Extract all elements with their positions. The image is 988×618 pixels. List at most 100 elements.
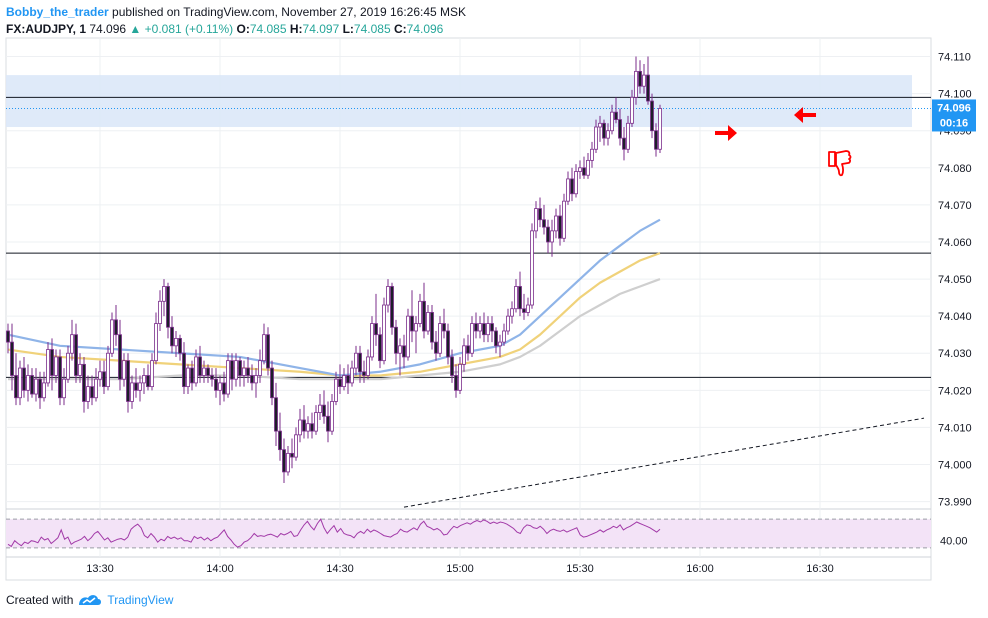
time-tick-label: 15:30 — [566, 563, 594, 575]
candle-body — [242, 367, 246, 376]
candle — [134, 368, 138, 398]
candle-body — [178, 338, 182, 354]
candle — [266, 327, 270, 376]
candle-body — [410, 315, 414, 332]
candle-body — [322, 404, 326, 417]
candle — [94, 368, 98, 402]
candle-body — [10, 341, 14, 376]
candle — [614, 97, 618, 124]
candle — [498, 334, 502, 357]
candle — [550, 219, 554, 257]
candle-body — [426, 312, 430, 332]
candle-body — [334, 378, 338, 402]
candle-body — [270, 367, 274, 399]
candle-body — [550, 230, 554, 243]
candle-body — [434, 341, 438, 354]
candle-body — [310, 423, 314, 432]
candle-body — [650, 100, 654, 132]
candle — [630, 89, 634, 128]
candle-body — [286, 452, 290, 473]
candle-body — [258, 360, 262, 376]
candle — [478, 316, 482, 339]
candle — [182, 342, 186, 395]
candle-body — [606, 130, 610, 139]
candle — [194, 349, 198, 387]
candle — [514, 279, 518, 313]
candle-body — [246, 367, 250, 376]
candle-body — [370, 323, 374, 358]
candle — [190, 360, 194, 391]
candle-body — [534, 208, 538, 232]
candle-body — [30, 375, 34, 395]
candle-body — [46, 349, 50, 384]
candle — [654, 123, 658, 157]
candle-body — [238, 360, 242, 376]
candle-body — [542, 219, 546, 228]
candle — [626, 115, 630, 153]
candle — [274, 382, 278, 446]
time-tick-label: 16:00 — [686, 563, 714, 575]
candle-body — [162, 286, 166, 302]
candle-body — [658, 108, 662, 150]
candle — [546, 219, 550, 254]
price-tick-label: 74.110 — [938, 52, 971, 64]
ma-mid-line — [7, 252, 661, 377]
candle-body — [298, 419, 302, 436]
candle — [594, 119, 598, 153]
candle — [342, 368, 346, 391]
candle — [202, 360, 206, 383]
candle — [362, 360, 366, 383]
candle-body — [58, 356, 62, 399]
candle — [378, 327, 382, 369]
candle — [610, 104, 614, 135]
candle — [34, 368, 38, 402]
candle-body — [54, 356, 58, 376]
candle-body — [154, 323, 158, 362]
trendline[interactable] — [403, 417, 925, 508]
candle-body — [486, 323, 490, 336]
price-tag-countdown: 00:16 — [940, 117, 968, 129]
candle-body — [430, 312, 434, 343]
candle — [422, 282, 426, 339]
candle — [346, 364, 350, 395]
candle — [442, 308, 446, 339]
candle — [430, 305, 434, 350]
price-axis[interactable]: 74.11074.10074.09074.08074.07074.06074.0… — [938, 52, 972, 548]
candle — [26, 364, 30, 402]
candle-body — [90, 386, 94, 399]
candle — [386, 279, 390, 313]
candle — [82, 356, 86, 413]
rsi-band — [6, 519, 931, 548]
candle — [58, 349, 62, 406]
candle — [118, 319, 122, 391]
candle-body — [142, 375, 146, 384]
candle-body — [278, 430, 282, 451]
candle-body — [190, 367, 194, 384]
candle — [354, 345, 358, 376]
candle — [590, 141, 594, 168]
candle-body — [78, 363, 82, 376]
candle-body — [266, 334, 270, 369]
time-axis[interactable]: 13:30 14:00 14:30 15:00 15:30 16:00 16:30 — [86, 563, 834, 575]
candle — [366, 349, 370, 380]
candle — [142, 368, 146, 395]
candle — [46, 342, 50, 387]
tradingview-brand[interactable]: TradingView — [107, 593, 174, 607]
price-tick-label: 74.040 — [938, 311, 972, 323]
candle-body — [530, 230, 534, 306]
candle — [406, 308, 410, 361]
candle-body — [86, 386, 90, 402]
trendline-layer[interactable] — [403, 417, 925, 508]
candle-body — [74, 334, 78, 376]
candle — [30, 368, 34, 398]
candle — [246, 356, 250, 383]
price-tick-label: 74.060 — [938, 237, 972, 249]
candle-body — [214, 378, 218, 391]
candle — [474, 312, 478, 339]
arrow-right-icon — [715, 125, 737, 141]
candle-body — [458, 363, 462, 391]
arrow-left-icon — [794, 107, 816, 123]
author-name[interactable]: Bobby_the_trader — [6, 5, 109, 19]
candle — [162, 279, 166, 317]
